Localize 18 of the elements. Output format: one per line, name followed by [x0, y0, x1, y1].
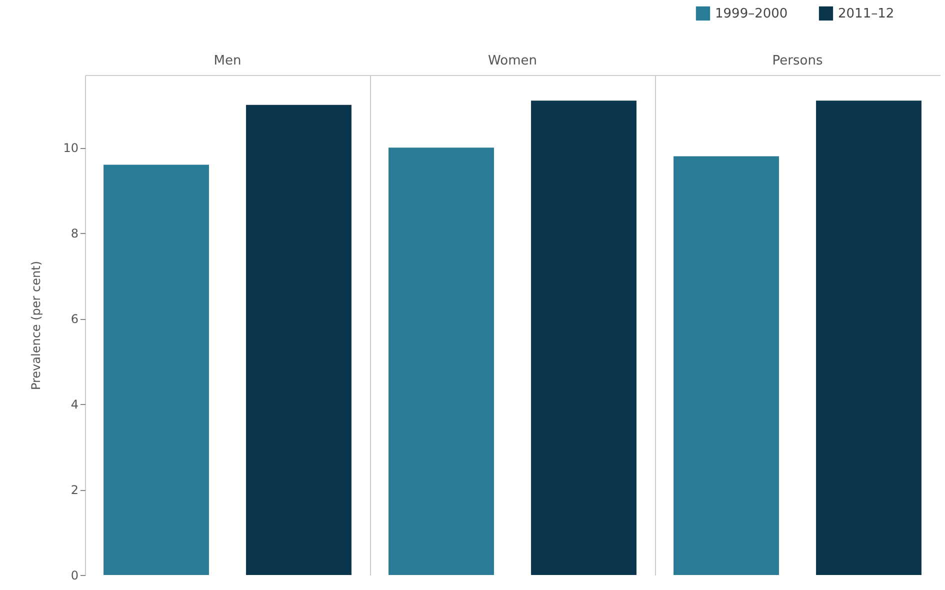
- y-tick-label: 2: [70, 483, 78, 498]
- bar: [246, 104, 352, 575]
- bar: [104, 164, 209, 575]
- bar: [674, 156, 779, 575]
- x-tick-label: Women: [488, 54, 537, 68]
- y-tick-label: 0: [70, 568, 78, 582]
- x-tick-label: Men: [214, 54, 242, 68]
- y-axis-title: Prevalence (per cent): [29, 260, 44, 390]
- y-tick-label: 4: [70, 398, 78, 412]
- y-tick-label: 6: [70, 312, 78, 326]
- bar: [388, 148, 494, 575]
- x-tick-label: Persons: [772, 54, 823, 68]
- bar: [816, 100, 922, 575]
- y-tick-label: 10: [63, 141, 78, 156]
- y-tick-label: 8: [70, 226, 78, 241]
- legend-label: 1999–2000: [715, 6, 788, 22]
- legend-label: 2011–12: [838, 6, 894, 22]
- bar: [531, 100, 636, 575]
